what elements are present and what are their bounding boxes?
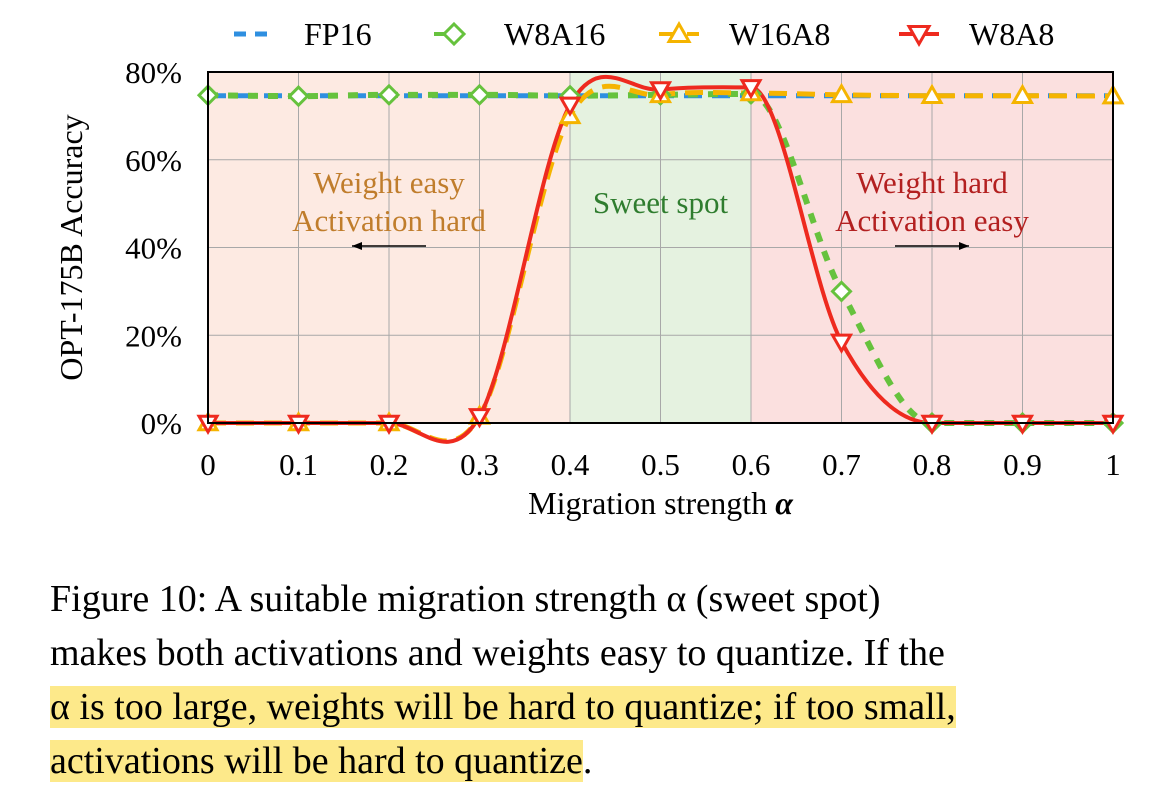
region-label: Activation easy bbox=[835, 203, 1029, 238]
axis-ticks: 0 0.1 0.2 0.3 0.4 0.5 0.6 0.7 0.8 0.9 1 0% 20% 40% 60%… bbox=[125, 55, 1121, 482]
legend-item-W8A8: W8A8 bbox=[899, 16, 1054, 52]
x-tick-label: 1 bbox=[1105, 447, 1121, 482]
marker-triangle-down bbox=[286, 414, 311, 436]
caption-line-2: makes both activations and weights easy … bbox=[50, 632, 945, 674]
marker-diamond bbox=[377, 83, 401, 106]
marker-triangle-down bbox=[558, 96, 582, 117]
x-axis-label-symbol: α bbox=[775, 485, 794, 521]
marker-triangle-up bbox=[666, 20, 692, 43]
x-tick-label: 0.3 bbox=[460, 447, 499, 482]
x-tick-label: 0.7 bbox=[822, 447, 861, 482]
legend-item-FP16: FP16 bbox=[234, 16, 372, 52]
legend-label: W8A16 bbox=[504, 16, 605, 52]
figure-caption: Figure 10: A suitable migration strength… bbox=[50, 572, 1140, 788]
region-label: Weight easy bbox=[313, 165, 465, 200]
region-label: Weight hard bbox=[856, 165, 1008, 200]
legend-item-W16A8: W16A8 bbox=[659, 16, 830, 52]
marker-triangle-up bbox=[829, 82, 854, 104]
x-tick-label: 0 bbox=[200, 447, 216, 482]
region-label: Sweet spot bbox=[593, 185, 729, 220]
x-axis-label-text: Migration strength bbox=[528, 485, 775, 521]
marker-triangle-up bbox=[920, 83, 944, 104]
x-tick-label: 0.9 bbox=[1003, 447, 1042, 482]
legend-label: W16A8 bbox=[729, 16, 830, 52]
x-tick-label: 0.5 bbox=[641, 447, 680, 482]
marker-diamond bbox=[441, 21, 467, 47]
marker-triangle-down bbox=[906, 25, 932, 48]
y-tick-label: 20% bbox=[125, 318, 182, 353]
x-axis-label: Migration strength α bbox=[528, 485, 794, 521]
marker-diamond bbox=[830, 280, 853, 303]
x-tick-label: 0.1 bbox=[279, 447, 318, 482]
caption-line-3: α is too large, weights will be hard to … bbox=[50, 680, 1140, 734]
caption-end: . bbox=[582, 740, 593, 782]
legend-label: W8A8 bbox=[969, 16, 1054, 52]
marker-triangle-down bbox=[1010, 414, 1035, 436]
y-tick-label: 60% bbox=[125, 143, 182, 178]
y-axis-label: OPT-175B Accuracy bbox=[53, 114, 89, 380]
caption-highlight-2: activations will be hard to quantize bbox=[50, 740, 583, 782]
x-tick-label: 0.6 bbox=[732, 447, 771, 482]
marker-triangle-down bbox=[829, 333, 854, 354]
y-tick-label: 0% bbox=[141, 406, 182, 441]
region-arrowhead bbox=[959, 242, 969, 250]
caption-line-1: Figure 10: A suitable migration strength… bbox=[50, 578, 881, 620]
x-tick-label: 0.4 bbox=[551, 447, 590, 482]
marker-triangle-down bbox=[377, 414, 401, 436]
legend-label: FP16 bbox=[304, 16, 372, 52]
caption-line-4: activations will be hard to quantize. bbox=[50, 734, 1140, 788]
y-tick-label: 40% bbox=[125, 231, 182, 266]
marker-triangle-up bbox=[1010, 83, 1035, 104]
plot-frame bbox=[207, 71, 1114, 424]
marker-diamond bbox=[287, 85, 310, 108]
x-tick-label: 0.2 bbox=[370, 447, 409, 482]
marker-triangle-down bbox=[739, 79, 763, 100]
x-tick-label: 0.8 bbox=[913, 447, 952, 482]
legend-item-W8A16: W8A16 bbox=[434, 16, 605, 52]
marker-triangle-down bbox=[648, 81, 673, 102]
region-arrowhead bbox=[352, 242, 362, 250]
marker-triangle-down bbox=[467, 408, 492, 429]
marker-triangle-down bbox=[920, 414, 944, 436]
y-tick-label: 80% bbox=[125, 55, 182, 90]
legend: FP16 W8A16 W16A8 W8A8 bbox=[234, 16, 1054, 52]
series-markers-W8A8 bbox=[196, 79, 1125, 436]
marker-diamond bbox=[468, 83, 491, 106]
caption-highlight-1: α is too large, weights will be hard to … bbox=[50, 686, 956, 728]
region-label: Activation hard bbox=[292, 203, 486, 238]
